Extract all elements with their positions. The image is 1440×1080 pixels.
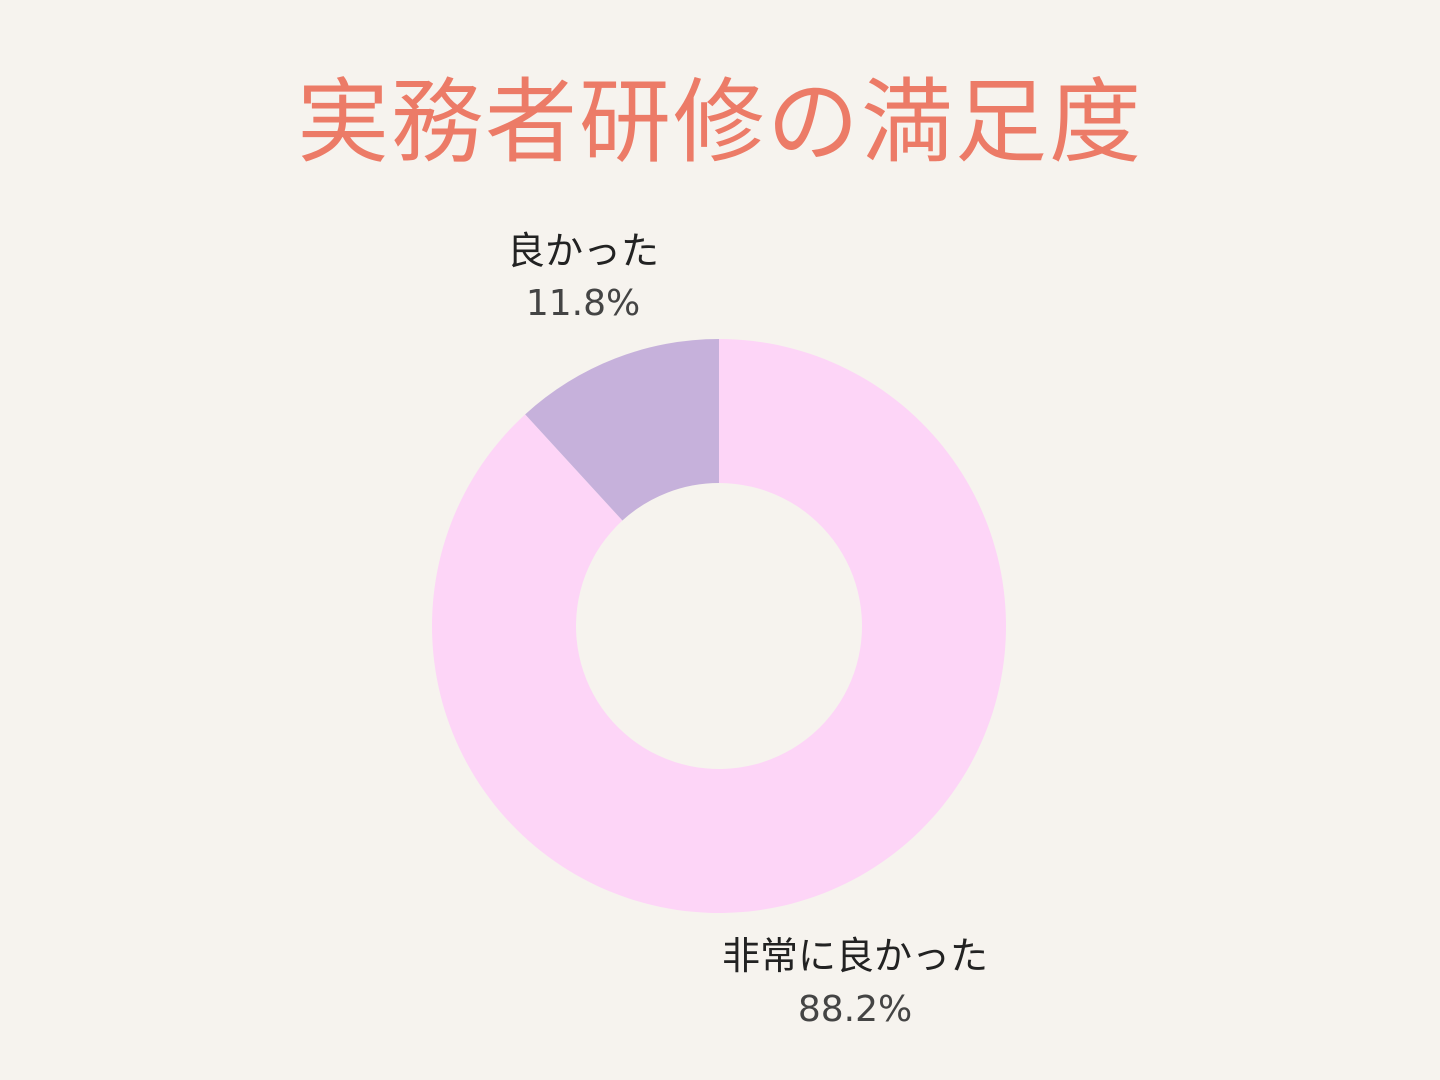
slice-value-very-good: 88.2%: [797, 989, 913, 1030]
donut-slice-0: [432, 339, 1006, 913]
donut-slice-1: [525, 339, 719, 521]
slice-value-good: 11.8%: [525, 283, 641, 324]
slice-label-very-good: 非常に良かった: [721, 934, 988, 978]
slice-label-good: 良かった: [506, 229, 659, 273]
chart-title: 実務者研修の満足度: [296, 69, 1143, 176]
